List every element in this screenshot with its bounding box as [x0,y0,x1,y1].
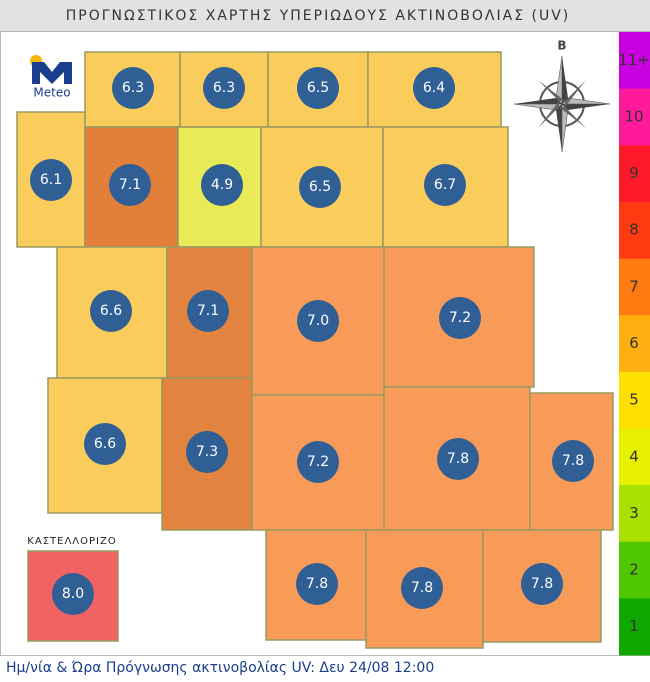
uv-value: 6.3 [122,80,144,96]
scale-label: 6 [629,334,639,352]
uv-value: 7.8 [447,451,469,467]
value-badge [109,164,151,206]
scale-swatch [619,32,650,90]
legend: 11+ 10 9 8 7 6 5 4 3 2 1 [618,32,650,656]
value-badge [187,290,229,332]
value-badge [203,67,245,109]
value-badge [186,431,228,473]
tiles: 6.3 6.3 6.5 6.4 6.1 7.1 4.9 6.5 6.7 6.6 7.1 7.0 7.2 6… [16,51,614,649]
compass-diagonals [538,80,586,128]
uv-value: 8.0 [62,586,84,602]
scale-label: 11+ [618,51,650,69]
scale-swatch [619,258,650,316]
title-bar [0,0,650,31]
uv-value: 7.1 [197,303,219,319]
uv-value: 7.8 [562,453,584,469]
value-badge [112,67,154,109]
scale-label: 2 [629,561,639,579]
uv-value: 7.2 [307,454,329,470]
scale-label: 10 [624,107,643,125]
uv-value: 7.8 [411,580,433,596]
uv-value: 6.3 [213,80,235,96]
value-badge [297,67,339,109]
value-badge [424,164,466,206]
value-badge [30,159,72,201]
logo-m [32,62,72,84]
uv-value: 7.2 [449,310,471,326]
value-badge [413,67,455,109]
scale-swatch [619,598,650,656]
value-badge [552,440,594,482]
compass-north: Β [557,39,566,53]
footer: Ημ/νία & Ώρα Πρόγνωσης ακτινοβολίας UV: … [6,660,434,676]
value-badge [296,563,338,605]
uv-value: 7.8 [306,576,328,592]
scale-label: 3 [629,504,639,522]
scale-label: 4 [629,447,639,465]
value-badge [401,567,443,609]
value-badge [90,290,132,332]
scale-swatch [619,371,650,429]
uv-value: 7.1 [119,177,141,193]
uv-value: 7.3 [196,444,218,460]
value-badge [297,441,339,483]
uv-value: 6.6 [100,303,122,319]
scale-swatch [619,541,650,599]
uv-value: 6.4 [423,80,445,96]
uv-value: 7.8 [531,576,553,592]
uv-value: 7.0 [307,313,329,329]
scale-label: 5 [629,391,639,409]
value-badge [201,164,243,206]
value-badge [84,423,126,465]
value-badge [437,438,479,480]
scale-swatch [619,428,650,486]
scale-swatch [619,201,650,260]
uv-value: 6.7 [434,177,456,193]
scale-label: 8 [629,221,639,239]
logo-text: Meteo [33,86,70,100]
scale-swatch [619,145,650,203]
value-badge [439,297,481,339]
uv-value: 6.5 [307,80,329,96]
compass: Β [513,39,611,153]
kastellorizo-label: ΚΑΣΤΕΛΛΟΡΙΖΟ [27,536,116,547]
scale-label: 1 [629,617,639,635]
uv-value: 6.6 [94,436,116,452]
value-badge [297,300,339,342]
scale-label: 7 [629,277,639,295]
logo: Meteo [30,55,72,100]
scale-swatch [619,485,650,543]
scale-swatch [619,88,650,146]
title: ΠΡΟΓΝΩΣΤΙΚΟΣ ΧΑΡΤΗΣ ΥΠΕΡΙΩΔΟΥΣ ΑΚΤΙΝΟΒΟΛ… [66,8,571,24]
scale-label: 9 [629,164,639,182]
uv-value: 6.1 [40,172,62,188]
value-badge [521,563,563,605]
value-badge [52,573,94,615]
value-badge [299,166,341,208]
uv-value: 4.9 [211,177,233,193]
scale-swatch [619,315,650,373]
uv-value: 6.5 [309,179,331,195]
